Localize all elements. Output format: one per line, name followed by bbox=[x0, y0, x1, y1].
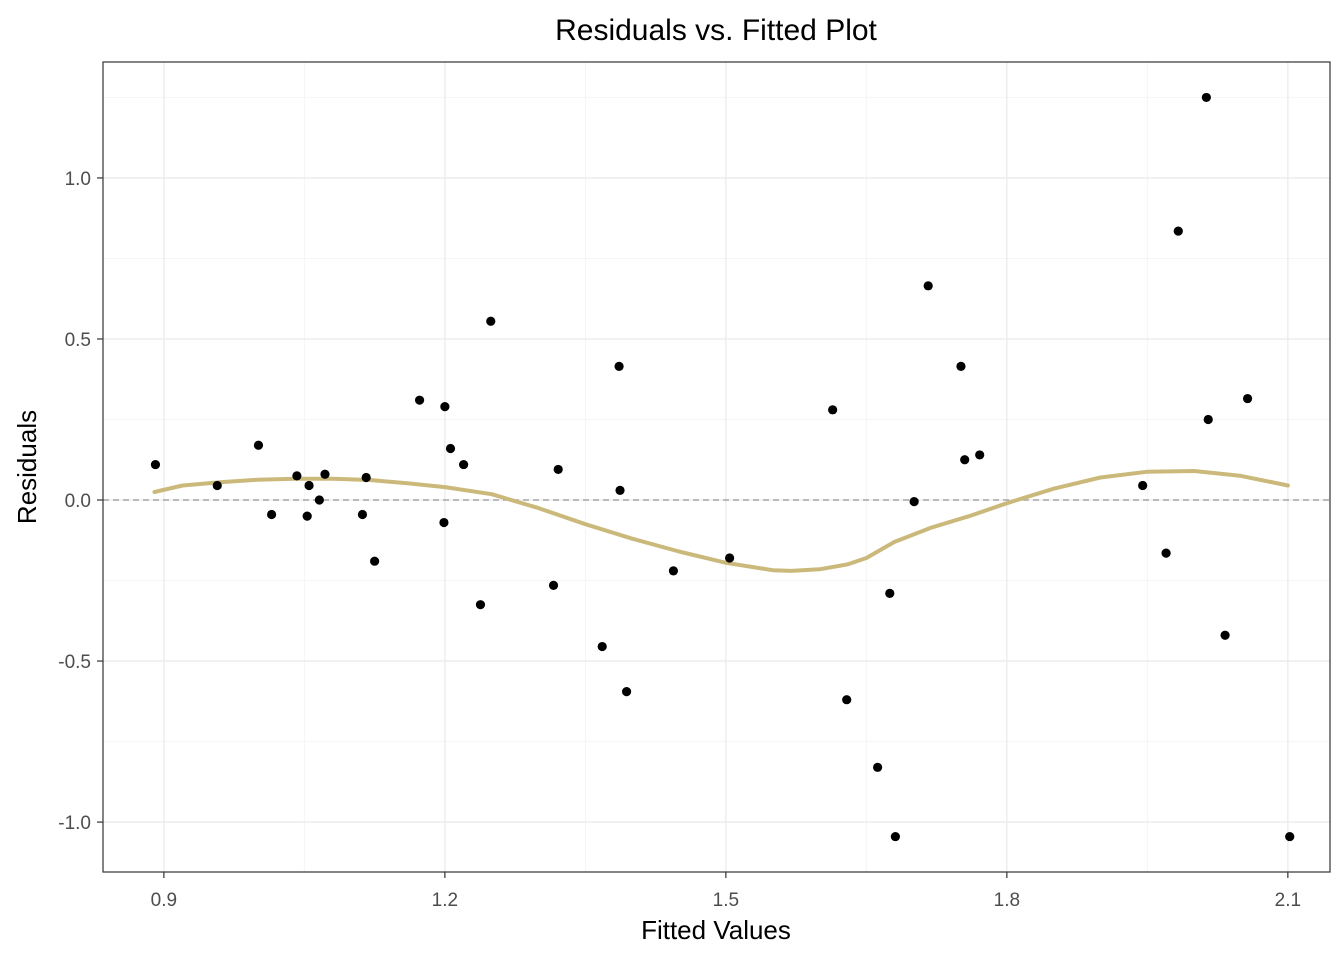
x-axis-label: Fitted Values bbox=[641, 915, 791, 945]
data-point bbox=[548, 580, 559, 590]
y-axis-label: Residuals bbox=[12, 410, 42, 524]
y-tick-label: 1.0 bbox=[65, 169, 91, 190]
data-point bbox=[553, 464, 563, 475]
data-point bbox=[621, 687, 632, 697]
data-point bbox=[1203, 414, 1213, 425]
data-point bbox=[956, 361, 966, 371]
data-point bbox=[302, 511, 312, 521]
data-point bbox=[1201, 92, 1211, 103]
data-point bbox=[668, 566, 679, 576]
data-point bbox=[873, 762, 883, 772]
data-point bbox=[1285, 831, 1295, 842]
data-point bbox=[320, 469, 330, 479]
data-point bbox=[909, 497, 919, 507]
y-tick-label: -1.0 bbox=[58, 813, 91, 834]
data-point bbox=[370, 556, 380, 566]
data-point bbox=[292, 471, 302, 481]
data-point bbox=[614, 361, 624, 371]
data-point bbox=[597, 641, 607, 652]
data-point bbox=[459, 459, 469, 470]
y-tick-label: 0.0 bbox=[65, 491, 91, 512]
data-point bbox=[439, 517, 449, 528]
x-axis: 0.9 1.2 1.5 1.8 2.1 bbox=[151, 872, 1301, 911]
data-point bbox=[842, 695, 852, 705]
x-tick-label: 1.8 bbox=[994, 890, 1020, 911]
data-point bbox=[1138, 480, 1148, 491]
data-point bbox=[828, 405, 838, 415]
data-point bbox=[615, 485, 625, 495]
data-point bbox=[486, 316, 496, 326]
y-tick-label: 0.5 bbox=[65, 330, 91, 351]
data-point bbox=[266, 509, 277, 520]
data-point bbox=[725, 553, 735, 563]
smooth-line bbox=[152, 469, 1290, 573]
x-tick-label: 1.5 bbox=[713, 890, 739, 911]
y-tick-label: -0.5 bbox=[58, 652, 91, 673]
data-point bbox=[1161, 548, 1171, 558]
data-point bbox=[975, 450, 985, 460]
data-point bbox=[1242, 393, 1253, 404]
data-point bbox=[414, 395, 425, 405]
data-point bbox=[475, 600, 486, 610]
y-axis: -1.0 -0.5 0.0 0.5 1.0 bbox=[58, 169, 103, 834]
data-point bbox=[212, 480, 222, 491]
data-point bbox=[960, 455, 970, 465]
data-point bbox=[890, 831, 900, 842]
x-tick-label: 1.2 bbox=[432, 890, 458, 911]
data-point bbox=[314, 495, 324, 505]
data-point bbox=[1173, 226, 1183, 236]
data-point bbox=[440, 402, 450, 412]
data-point bbox=[361, 472, 371, 483]
data-point bbox=[357, 509, 368, 520]
data-point bbox=[150, 459, 161, 470]
x-tick-label: 2.1 bbox=[1275, 890, 1301, 911]
data-points bbox=[150, 92, 1295, 842]
grid-minor bbox=[103, 62, 1330, 872]
x-tick-label: 0.9 bbox=[151, 890, 177, 911]
data-point bbox=[304, 480, 314, 491]
data-point bbox=[885, 588, 895, 599]
data-point bbox=[923, 281, 933, 291]
data-point bbox=[445, 443, 456, 454]
chart-title: Residuals vs. Fitted Plot bbox=[555, 14, 877, 47]
data-point bbox=[253, 440, 264, 450]
panel-border bbox=[102, 61, 1331, 873]
grid-major bbox=[103, 62, 1330, 872]
data-point bbox=[1220, 630, 1230, 640]
